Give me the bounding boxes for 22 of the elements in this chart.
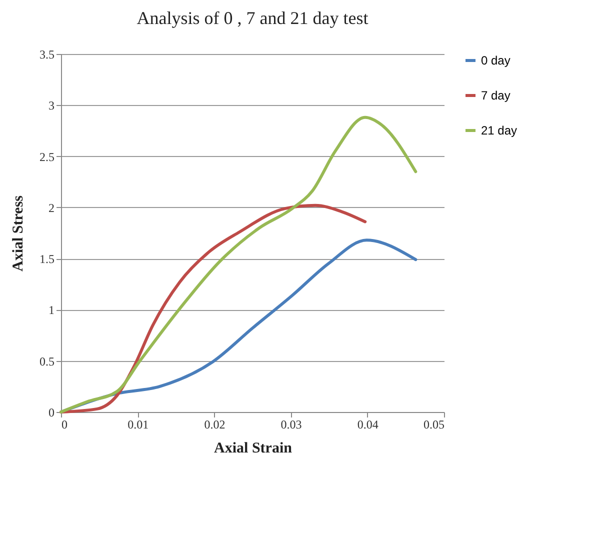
y-tick-label: 1.5 [40, 252, 54, 266]
x-axis-title: Axial Strain [214, 440, 293, 456]
chart-title: Analysis of 0 , 7 and 21 day test [136, 8, 368, 28]
legend-label: 7 day [481, 88, 510, 102]
line-series [60, 116, 418, 414]
y-tick-label: 3 [48, 98, 54, 113]
x-tick-label: 0.04 [357, 418, 378, 432]
x-tick-label: 0 [62, 418, 68, 432]
y-tick-label: 1 [48, 303, 54, 318]
x-tick-label: 0.05 [424, 418, 444, 432]
y-tick-label: 0 [48, 406, 54, 420]
x-tick-label: 0.02 [204, 418, 226, 432]
y-tick-label: 0.5 [40, 354, 54, 368]
legend-label: 21 day [481, 124, 518, 138]
x-tick-label: 0.03 [280, 418, 302, 432]
y-axis-title: Axial Stress [10, 195, 26, 272]
x-tick-label: 0.01 [128, 418, 149, 432]
y-tick-label: 2.5 [40, 150, 54, 164]
legend-label: 0 day [481, 54, 510, 68]
line-series [60, 204, 367, 414]
y-tick-label: 2 [48, 200, 54, 215]
y-tick-label: 3.5 [40, 48, 54, 62]
